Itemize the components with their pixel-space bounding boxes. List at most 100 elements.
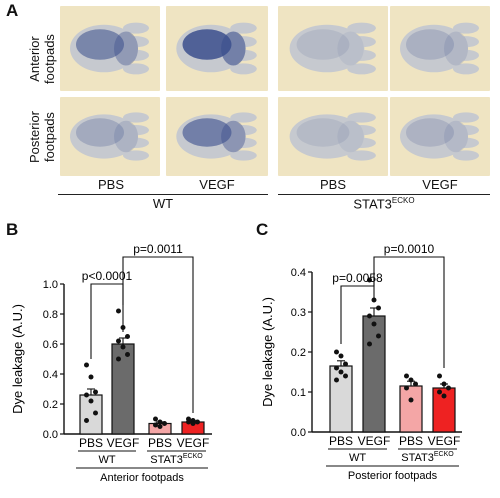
group-label-ko-sup: ECKO <box>183 453 203 460</box>
footpad-photo-anterior-wt-pbs <box>60 6 160 91</box>
data-point <box>408 377 414 383</box>
data-point <box>376 305 381 311</box>
x-tick-label: PBS <box>329 434 353 448</box>
data-point <box>334 365 339 371</box>
group-label-ko-base: STAT3 <box>150 454 183 466</box>
panel-a-letter: A <box>6 1 19 20</box>
data-point <box>371 321 377 327</box>
bar <box>399 385 423 433</box>
bar <box>362 315 386 433</box>
treatment-label-wt-pbs: PBS <box>97 177 124 192</box>
data-point <box>367 313 372 319</box>
panel-c-letter: C <box>256 220 269 239</box>
y-axis-label: Dye leakage (A.U.) <box>260 297 275 407</box>
x-tick-label: VEGF <box>358 434 391 448</box>
x-tick-label: VEGF <box>107 436 140 450</box>
genotype-label-ko: STAT3ECKO <box>278 196 490 211</box>
data-point <box>367 341 372 347</box>
data-point <box>186 419 191 425</box>
data-point <box>437 373 442 379</box>
data-point <box>84 418 89 423</box>
y-tick-label: 0.1 <box>291 387 306 399</box>
data-point <box>88 374 94 380</box>
group-label-ko: STAT3ECKO <box>401 451 454 464</box>
row-label-anterior: Anterior footpads <box>27 18 57 100</box>
data-point <box>413 381 418 387</box>
significance-bracket <box>373 256 445 368</box>
footpad-photo-posterior-wt-pbs <box>60 97 160 176</box>
x-tick-label: VEGF <box>428 434 461 448</box>
p-value-label: p=0.0011 <box>133 242 183 256</box>
x-tick-label: PBS <box>399 434 423 448</box>
data-point <box>343 373 348 379</box>
data-point <box>404 373 409 379</box>
panel-b-letter: B <box>6 220 19 239</box>
data-point <box>116 308 121 314</box>
data-point <box>367 277 372 283</box>
y-axis-label: Dye leakage (A.U.) <box>10 304 25 414</box>
genotype-label-ko-sup: ECKO <box>391 196 415 205</box>
group-label-ko-base: STAT3 <box>401 452 434 464</box>
footpad-photo-posterior-wt-vegf <box>166 97 268 176</box>
data-point <box>408 397 414 403</box>
bar <box>111 343 135 435</box>
wt-group-line <box>58 194 268 195</box>
data-point <box>84 362 89 368</box>
data-point <box>404 385 409 391</box>
data-point <box>334 377 339 383</box>
data-point <box>153 416 158 422</box>
y-tick-label: 0.2 <box>291 347 306 359</box>
data-point <box>441 381 447 387</box>
footpad-photo-anterior-wt-vegf <box>166 6 268 91</box>
data-point <box>153 422 158 428</box>
y-tick-label: 0.8 <box>43 309 58 321</box>
group-label-ko: STAT3ECKO <box>150 453 203 466</box>
x-tick-label: PBS <box>148 436 172 450</box>
chart-c-posterior: 0.0 0.1 0.2 0.3 0.4 Dye leakage (A.U.) PBS VEGF… <box>260 242 462 482</box>
data-point <box>195 419 200 425</box>
data-point <box>120 344 126 350</box>
p-value-label: p<0.0001 <box>82 269 133 283</box>
treatment-label-ko-vegf: VEGF <box>422 177 458 192</box>
data-point <box>334 349 339 355</box>
p-value-label: p=0.0058 <box>332 271 383 285</box>
data-point <box>116 356 121 362</box>
data-point <box>437 389 442 395</box>
data-point <box>190 421 196 426</box>
data-point <box>343 361 348 367</box>
data-point <box>125 334 130 339</box>
x-tick-label: PBS <box>79 436 103 450</box>
y-tick-label: 0.3 <box>291 307 306 319</box>
p-value-label: p=0.0010 <box>384 242 435 256</box>
group-label-wt: WT <box>98 454 115 466</box>
y-tick-label: 0.0 <box>291 427 306 439</box>
row-label-posterior: Posterior footpads <box>27 96 57 178</box>
data-point <box>93 389 98 395</box>
x-axis-label: Posterior footpads <box>348 470 438 482</box>
significance-bracket <box>122 256 194 413</box>
genotype-label-ko-base: STAT3 <box>353 196 392 212</box>
data-point <box>88 398 94 404</box>
data-point <box>157 424 163 429</box>
bar <box>329 365 353 433</box>
footpad-photo-anterior-ko-pbs <box>278 6 388 91</box>
data-point <box>441 393 447 399</box>
ko-group-line <box>278 194 490 195</box>
data-point <box>162 421 167 426</box>
treatment-label-ko-pbs: PBS <box>319 177 346 192</box>
data-point <box>338 353 344 359</box>
row-label-posterior-text: Posterior footpads <box>27 110 57 164</box>
group-label-wt: WT <box>349 452 366 464</box>
y-tick-label: 0.4 <box>43 369 58 381</box>
y-tick-label: 0.2 <box>43 399 58 411</box>
y-tick-label: 0.4 <box>291 267 306 279</box>
y-tick-label: 1.0 <box>43 279 58 291</box>
data-point <box>116 338 121 344</box>
y-tick-label: 0.6 <box>43 339 58 351</box>
data-point <box>84 392 89 398</box>
x-axis-label: Anterior footpads <box>100 472 184 484</box>
data-point <box>446 385 451 391</box>
footpad-photo-anterior-ko-vegf <box>390 6 490 91</box>
data-point <box>125 352 130 357</box>
chart-b-anterior: 0.0 0.2 0.4 0.6 0.8 1.0 Dye leakage (A.U.) PBS V… <box>10 242 212 484</box>
